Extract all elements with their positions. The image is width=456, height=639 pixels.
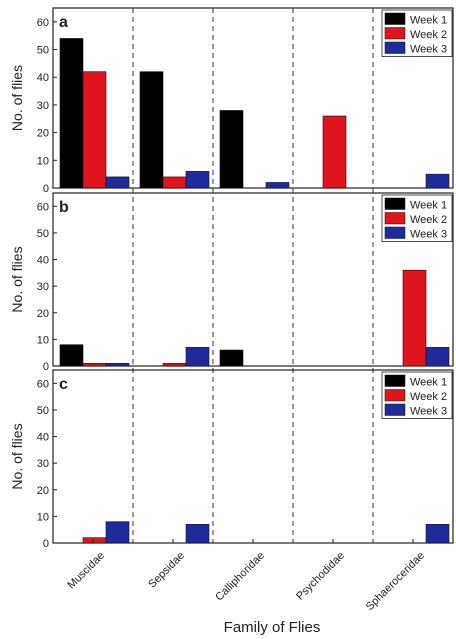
- legend-swatch: [384, 212, 406, 225]
- bar: [82, 363, 107, 367]
- y-tick-label: 20: [37, 128, 49, 140]
- bar: [265, 182, 290, 189]
- bar: [105, 176, 130, 189]
- y-tick-label: 50: [37, 228, 49, 240]
- legend-label: Week 1: [410, 15, 447, 27]
- legend-label: Week 3: [410, 44, 447, 56]
- bar: [219, 349, 244, 367]
- y-tick-label: 20: [37, 485, 49, 497]
- bar: [105, 363, 130, 367]
- y-tick-label: 10: [37, 155, 49, 167]
- y-axis-title-a: No. of flies: [9, 65, 25, 131]
- y-tick-label: 30: [37, 458, 49, 470]
- bar: [219, 110, 244, 189]
- y-axis-title-b: No. of flies: [9, 246, 25, 312]
- y-tick-label: 60: [37, 378, 49, 390]
- panel-frame-b: [52, 192, 454, 367]
- legend-swatch: [384, 374, 406, 387]
- bar: [425, 524, 450, 544]
- bar: [82, 71, 107, 189]
- panel-label-b: b: [59, 199, 69, 216]
- y-tick-label: 0: [43, 538, 49, 550]
- panel-frame-a: [52, 7, 454, 189]
- legend-swatch: [384, 41, 406, 54]
- bar: [322, 115, 347, 189]
- y-tick-label: 10: [37, 511, 49, 523]
- y-tick-label: 50: [37, 45, 49, 57]
- y-tick-label: 30: [37, 100, 49, 112]
- x-tick-label: Muscidae: [65, 550, 107, 592]
- legend-swatch: [384, 389, 406, 402]
- y-tick-label: 30: [37, 281, 49, 293]
- legend-label: Week 3: [410, 406, 447, 418]
- bar: [59, 344, 84, 367]
- x-tick-label: Sepsidae: [146, 550, 187, 591]
- legend-label: Week 1: [410, 377, 447, 389]
- y-tick-label: 60: [37, 17, 49, 29]
- legend-swatch: [384, 27, 406, 40]
- y-tick-label: 0: [43, 183, 49, 195]
- x-tick-label: Calliphoridae: [213, 550, 267, 604]
- y-tick-label: 50: [37, 405, 49, 417]
- y-tick-label: 20: [37, 308, 49, 320]
- bar: [425, 347, 450, 367]
- y-tick-label: 40: [37, 72, 49, 84]
- bar: [185, 524, 210, 544]
- y-tick-label: 0: [43, 361, 49, 373]
- x-axis-title: Family of Flies: [224, 619, 321, 636]
- bar: [185, 347, 210, 367]
- bar: [105, 521, 130, 544]
- legend-swatch: [384, 12, 406, 25]
- y-tick-label: 40: [37, 432, 49, 444]
- legend-label: Week 2: [410, 391, 447, 403]
- bar: [139, 71, 164, 189]
- bar: [185, 171, 210, 189]
- bar: [162, 176, 187, 189]
- panel-label-c: c: [59, 376, 68, 393]
- y-tick-label: 10: [37, 334, 49, 346]
- bar: [82, 537, 107, 544]
- panel-label-a: a: [59, 14, 68, 31]
- bar: [425, 173, 450, 189]
- legend-label: Week 1: [410, 200, 447, 212]
- bar: [402, 269, 427, 367]
- legend-swatch: [384, 197, 406, 210]
- bar: [162, 363, 187, 367]
- legend-swatch: [384, 403, 406, 416]
- y-tick-label: 40: [37, 255, 49, 267]
- legend-label: Week 2: [410, 214, 447, 226]
- legend-label: Week 2: [410, 29, 447, 41]
- x-tick-label: Sphaeroceridae: [364, 550, 427, 613]
- bar: [59, 38, 84, 189]
- y-tick-label: 60: [37, 201, 49, 213]
- legend-swatch: [384, 226, 406, 239]
- y-axis-title-c: No. of flies: [9, 423, 25, 489]
- legend-label: Week 3: [410, 229, 447, 241]
- x-tick-label: Psychodidae: [294, 550, 347, 603]
